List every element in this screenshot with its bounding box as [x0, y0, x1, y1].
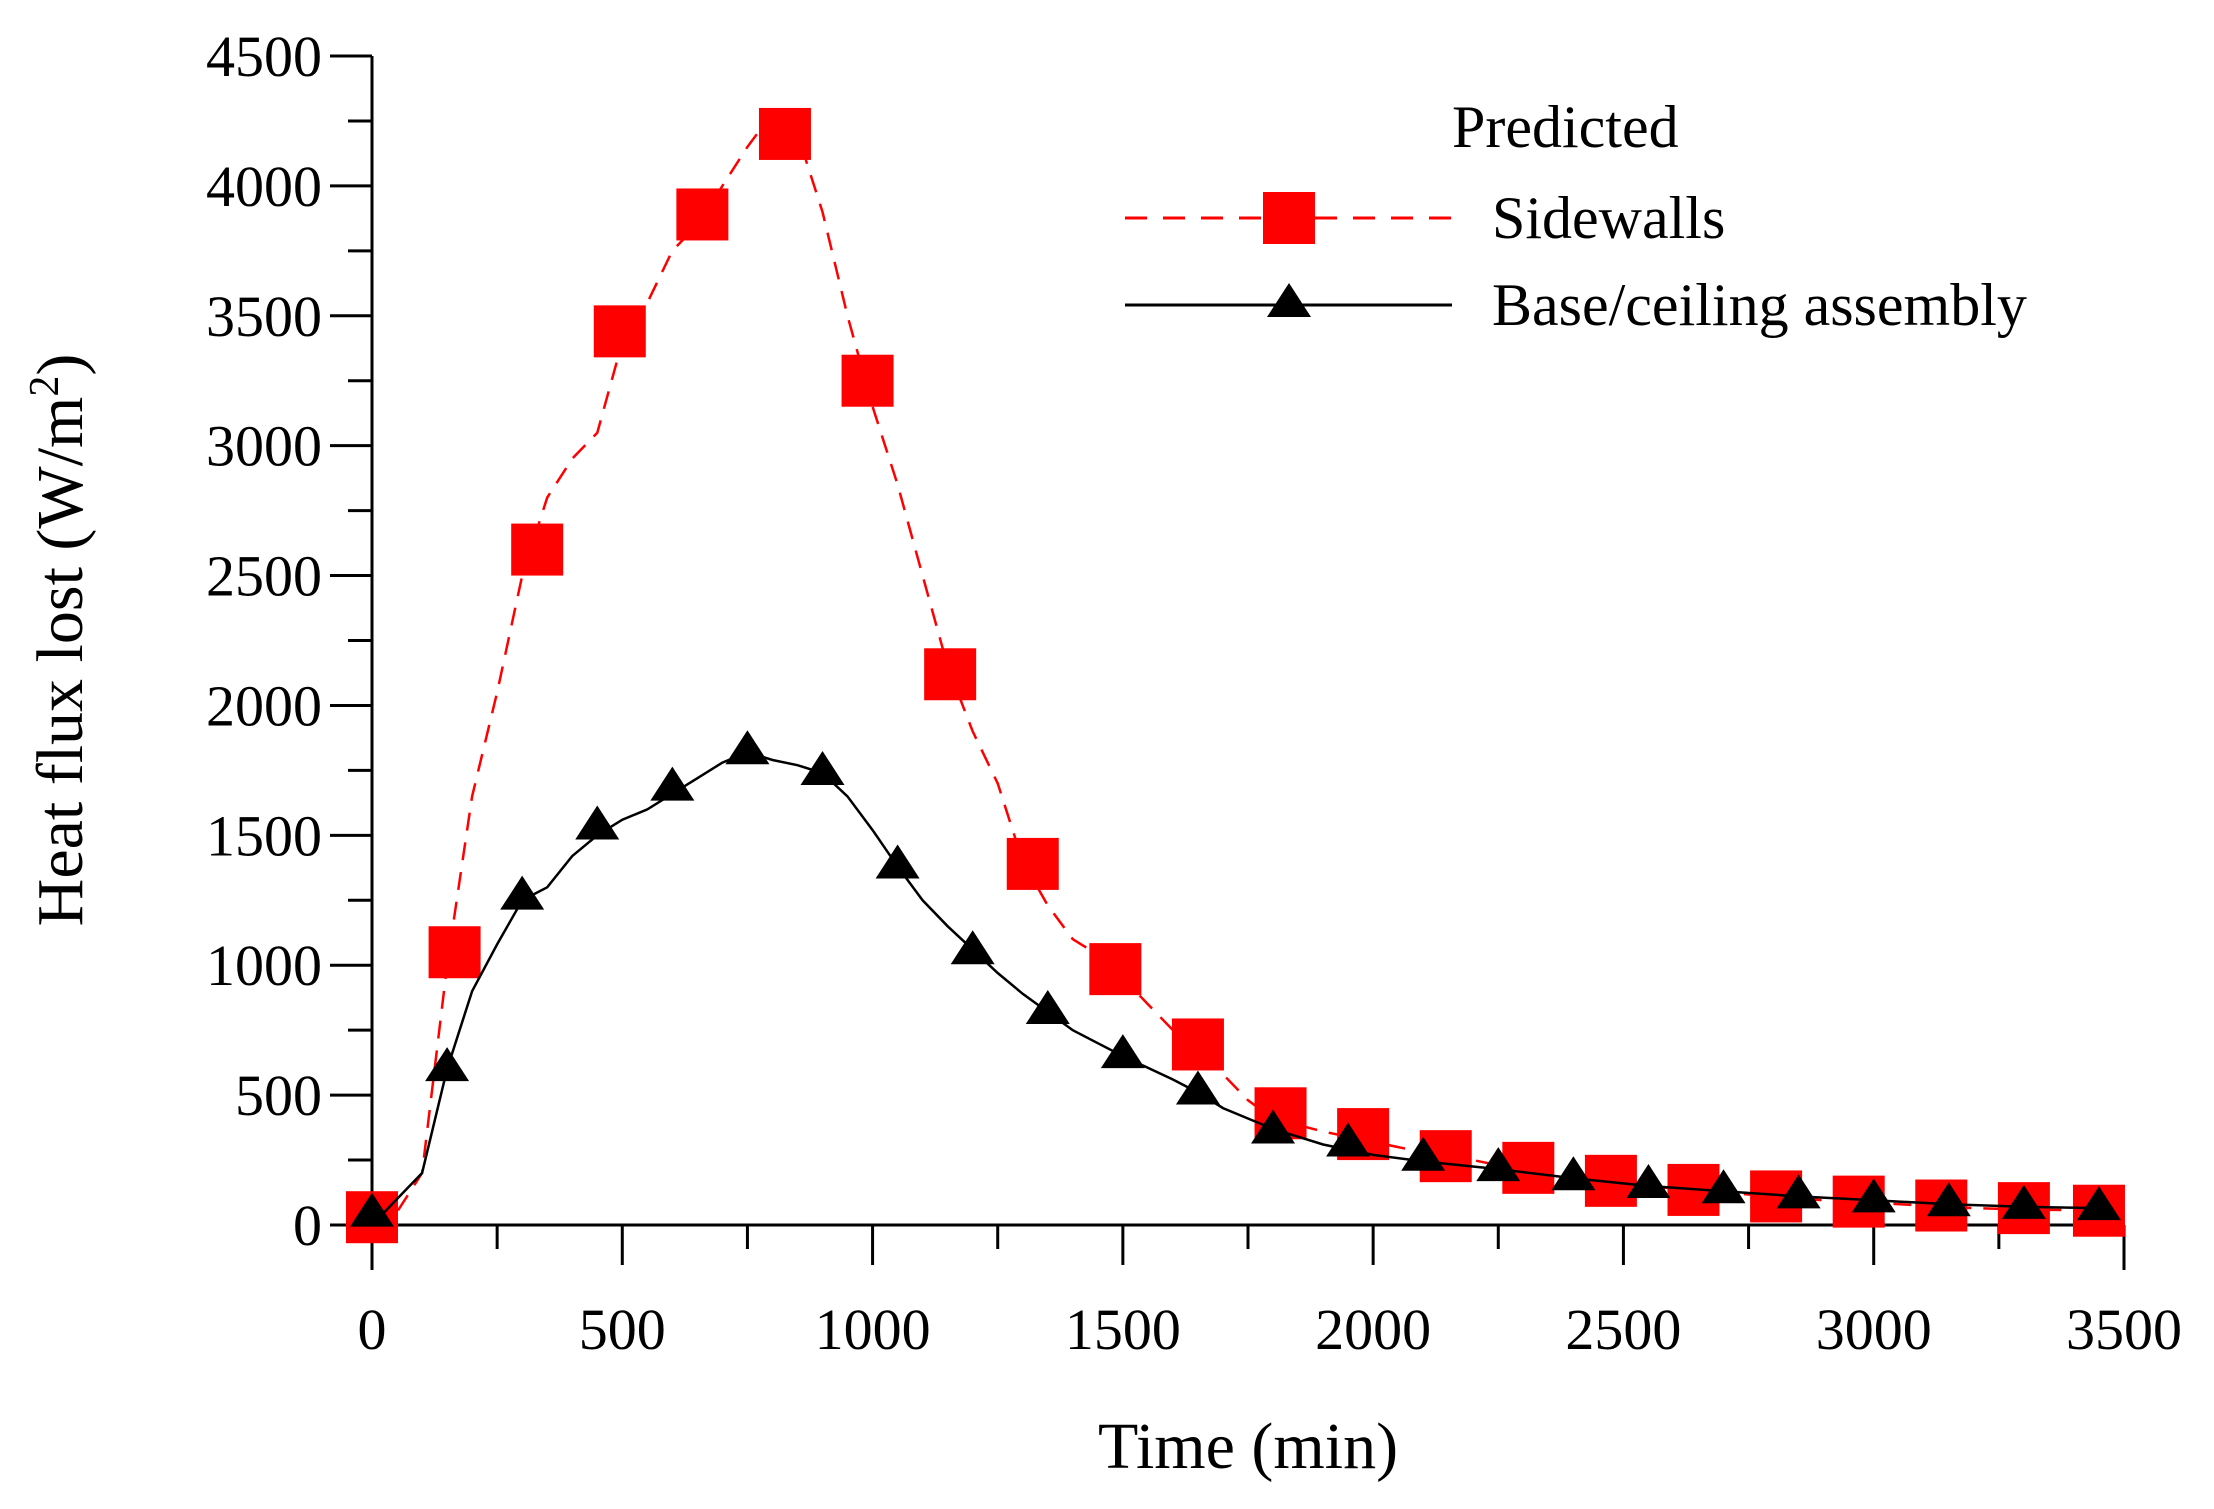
marker-base-ceiling-assembly: [1926, 1182, 1971, 1217]
legend-title: Predicted: [1452, 94, 1679, 160]
y-tick-label-2500: 2500: [206, 544, 322, 609]
marker-sidewalls: [1171, 1018, 1224, 1071]
legend: Predicted Sidewalls Base/ceiling assembl…: [1125, 94, 2027, 338]
marker-base-ceiling-assembly: [875, 844, 920, 879]
y-tick-label-3500: 3500: [206, 284, 322, 349]
y-tick-label-2000: 2000: [206, 673, 322, 738]
marker-base-ceiling-assembly: [950, 930, 995, 965]
marker-sidewalls: [1006, 837, 1059, 890]
marker-sidewalls: [841, 354, 894, 407]
x-tick-label-1500: 1500: [1065, 1297, 1181, 1362]
marker-base-ceiling-assembly: [1776, 1174, 1821, 1209]
legend-marker-sidewalls: [1263, 192, 1315, 244]
marker-base-ceiling-assembly: [350, 1192, 394, 1227]
marker-base-ceiling-assembly: [1851, 1178, 1896, 1213]
y-tick-label-4500: 4500: [206, 24, 322, 89]
x-tick-label-1000: 1000: [815, 1297, 931, 1362]
marker-base-ceiling-assembly: [1551, 1156, 1596, 1191]
x-tick-label-2500: 2500: [1565, 1297, 1681, 1362]
y-axis-title-sup: 2: [22, 376, 68, 397]
y-tick-label-1000: 1000: [206, 933, 322, 998]
legend-label-sidewalls: Sidewalls: [1492, 185, 1725, 251]
series-line-base-ceiling-assembly: [371, 750, 2100, 1226]
marker-base-ceiling-assembly: [2001, 1184, 2046, 1219]
x-tick-label-500: 500: [579, 1297, 666, 1362]
marker-sidewalls: [428, 926, 481, 979]
y-tick-label-3000: 3000: [206, 414, 322, 479]
marker-base-ceiling-assembly: [1476, 1147, 1521, 1182]
x-axis-title: Time (min): [1098, 1410, 1398, 1483]
marker-base-ceiling-assembly: [1701, 1169, 1746, 1204]
marker-sidewalls: [924, 648, 977, 701]
y-tick-label-0: 0: [293, 1193, 322, 1258]
marker-base-ceiling-assembly: [1025, 989, 1070, 1024]
marker-base-ceiling-assembly: [575, 805, 620, 840]
y-tick-label-500: 500: [235, 1063, 322, 1128]
x-tick-label-3500: 3500: [2066, 1297, 2182, 1362]
axes: 0 500 1000 1500 2000 2500 3000 3500 0 500 1000 150…: [206, 24, 2182, 1362]
y-axis-title: Heat flux lost (W/m2): [22, 354, 97, 927]
x-tick-label-0: 0: [358, 1297, 387, 1362]
marker-base-ceiling-assembly: [1100, 1034, 1145, 1069]
marker-base-ceiling-assembly: [1326, 1122, 1371, 1157]
marker-base-ceiling-assembly: [650, 766, 695, 801]
marker-base-ceiling-assembly: [1175, 1070, 1220, 1105]
marker-base-ceiling-assembly: [425, 1047, 470, 1082]
marker-sidewalls: [676, 188, 729, 241]
marker-sidewalls: [1089, 943, 1142, 996]
y-axis-title-main: Heat flux lost (W/m: [24, 397, 97, 927]
y-ticks: 0 500 1000 1500 2000 2500 3000 3500 4000 4500: [206, 24, 372, 1258]
y-axis-title-tail: ): [24, 354, 97, 376]
marker-sidewalls: [593, 305, 646, 358]
marker-base-ceiling-assembly: [1251, 1109, 1296, 1144]
plot-area: [346, 107, 2125, 1244]
marker-sidewalls: [511, 523, 564, 576]
marker-base-ceiling-assembly: [725, 730, 770, 765]
x-ticks: 0 500 1000 1500 2000 2500 3000 3500: [358, 1225, 2182, 1362]
x-tick-label-2000: 2000: [1315, 1297, 1431, 1362]
marker-base-ceiling-assembly: [500, 875, 545, 910]
legend-label-base-ceiling: Base/ceiling assembly: [1492, 272, 2027, 338]
marker-base-ceiling-assembly: [2076, 1186, 2121, 1221]
marker-sidewalls: [758, 107, 811, 160]
x-tick-label-3000: 3000: [1816, 1297, 1932, 1362]
y-tick-label-4000: 4000: [206, 154, 322, 219]
marker-base-ceiling-assembly: [1626, 1164, 1671, 1199]
legend-marker-base-ceiling: [1267, 283, 1311, 317]
marker-base-ceiling-assembly: [1401, 1136, 1446, 1171]
marker-base-ceiling-assembly: [800, 750, 845, 785]
y-tick-label-1500: 1500: [206, 803, 322, 868]
